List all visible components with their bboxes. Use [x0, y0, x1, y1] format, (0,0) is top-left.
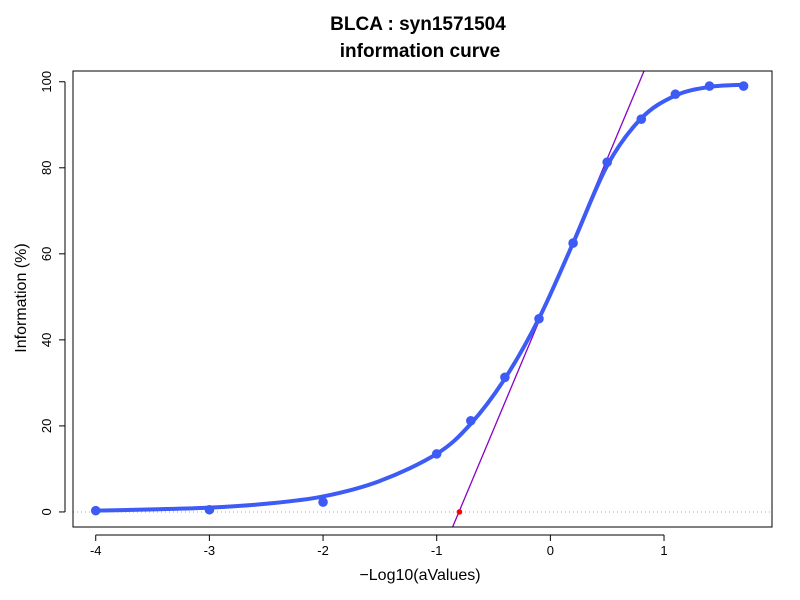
data-point — [738, 81, 749, 91]
data-point — [704, 81, 715, 91]
data-point — [534, 313, 544, 324]
fitted-information-curve — [93, 82, 746, 513]
data-point — [670, 89, 681, 100]
y-tick-label: 0 — [39, 508, 54, 515]
x-tick-label: 0 — [547, 543, 554, 558]
y-tick-label: 60 — [39, 247, 54, 261]
x-intercept-point — [456, 509, 463, 515]
y-axis: 0 20 40 60 80 100 — [39, 71, 66, 516]
data-point — [318, 497, 328, 507]
x-tick-label: -3 — [204, 543, 216, 558]
chart-subtitle: information curve — [340, 41, 500, 62]
data-point — [500, 372, 510, 383]
x-tick-label: 1 — [660, 543, 667, 558]
x-axis: -4 -3 -2 -1 0 1 — [90, 534, 668, 558]
y-tick-label: 20 — [39, 419, 54, 433]
y-tick-label: 80 — [39, 161, 54, 175]
data-point — [466, 415, 476, 426]
y-tick-label: 100 — [39, 71, 54, 93]
data-point — [204, 504, 215, 515]
plot-area — [73, 71, 772, 527]
data-point — [90, 505, 101, 516]
data-point — [636, 114, 647, 124]
data-point — [568, 238, 578, 248]
data-point — [602, 157, 612, 167]
x-axis-label: −Log10(aValues) — [359, 567, 480, 584]
data-point — [431, 449, 442, 459]
x-tick-label: -2 — [317, 543, 329, 558]
x-tick-label: -4 — [90, 543, 102, 558]
plot-frame — [72, 70, 773, 528]
y-tick-label: 40 — [39, 333, 54, 347]
chart-title: BLCA : syn1571504 — [330, 14, 506, 35]
y-axis-label: Information (%) — [13, 243, 30, 352]
x-tick-label: -1 — [431, 543, 443, 558]
